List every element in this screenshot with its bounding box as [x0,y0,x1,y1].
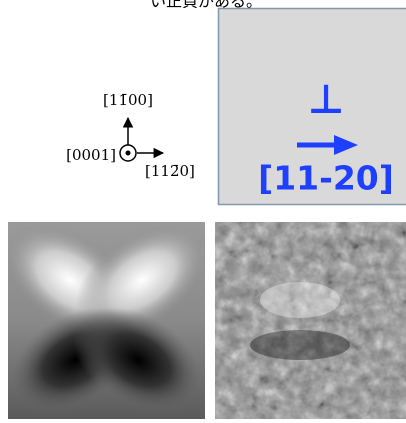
figure: い正負がある。 [11̄00] [0001] [112̄0] ⊥ [11-20] [0,0,406,419]
dislocation-symbol: ⊥ [308,77,345,123]
axis-label: [0001] [66,146,116,164]
experimental-image [215,222,406,419]
simulated-image [0,200,229,419]
axis-dot [126,151,131,156]
direction-label: [11-20] [258,159,394,198]
axis-label: [11̄00] [103,91,153,109]
axis-label: [112̄0] [145,162,195,180]
